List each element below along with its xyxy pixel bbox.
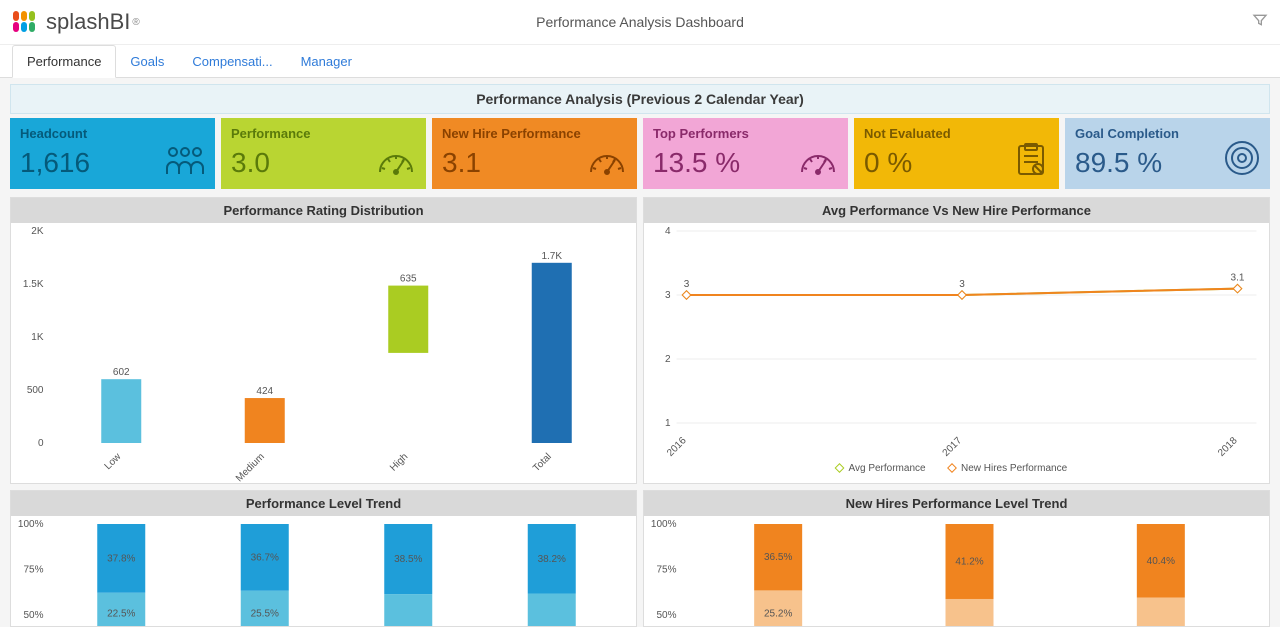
svg-text:75%: 75% [656, 565, 676, 576]
svg-text:1: 1 [665, 418, 671, 429]
svg-text:41.2%: 41.2% [955, 556, 983, 567]
chart-perf-trend: Performance Level Trend 100% 75% 50% 37.8% 2… [10, 490, 637, 627]
kpi-not-evaluated[interactable]: Not Evaluated 0 % [854, 118, 1059, 189]
brand-logo-icon [12, 11, 42, 33]
svg-text:0: 0 [38, 438, 44, 449]
svg-text:Avg Performance: Avg Performance [849, 463, 927, 474]
stacked-chart-svg: 100% 75% 50% 37.8% 22.5% 36.7% 25.5% 38.5% 38.2% [11, 516, 636, 626]
kpi-label: Not Evaluated [864, 126, 1049, 141]
gauge-icon [374, 144, 418, 183]
registered-mark: ® [132, 17, 139, 28]
stacked-chart-svg: 100% 75% 50% 36.5% 25.2% 41.2% 40.4% [644, 516, 1269, 626]
svg-text:100%: 100% [651, 519, 677, 530]
tab-performance[interactable]: Performance [12, 45, 116, 78]
gauge-icon [585, 144, 629, 183]
topbar: splashBI ® Performance Analysis Dashboar… [0, 0, 1280, 44]
svg-text:38.5%: 38.5% [394, 554, 422, 565]
kpi-new-hire-performance[interactable]: New Hire Performance 3.1 [432, 118, 637, 189]
svg-text:1.5K: 1.5K [23, 279, 44, 290]
svg-text:50%: 50% [656, 610, 676, 621]
chart-newhire-trend: New Hires Performance Level Trend 100% 75… [643, 490, 1270, 627]
svg-text:2: 2 [665, 354, 671, 365]
svg-text:40.4%: 40.4% [1147, 556, 1175, 567]
section-title: Performance Analysis (Previous 2 Calenda… [10, 84, 1270, 114]
kpi-goal-completion[interactable]: Goal Completion 89.5 % [1065, 118, 1270, 189]
svg-text:2K: 2K [31, 226, 44, 237]
kpi-label: New Hire Performance [442, 126, 627, 141]
kpi-label: Performance [231, 126, 416, 141]
svg-text:New Hires Performance: New Hires Performance [961, 463, 1068, 474]
filter-icon[interactable] [1252, 12, 1268, 33]
svg-text:Total: Total [531, 451, 554, 474]
tab-goals[interactable]: Goals [116, 46, 178, 77]
svg-text:36.7%: 36.7% [251, 552, 279, 563]
svg-text:36.5%: 36.5% [764, 552, 792, 563]
svg-text:2016: 2016 [665, 435, 689, 459]
svg-text:3.1: 3.1 [1231, 273, 1245, 284]
kpi-row: Headcount 1,616 Performance 3.0 New Hire… [0, 118, 1280, 197]
people-icon [163, 144, 207, 183]
svg-text:3: 3 [684, 279, 690, 290]
chart-rating-distribution: Performance Rating Distribution 0 500 1K 1.… [10, 197, 637, 484]
chart-title: Performance Level Trend [11, 491, 636, 516]
svg-text:500: 500 [27, 385, 44, 396]
target-icon [1222, 138, 1262, 183]
svg-text:38.2%: 38.2% [538, 554, 566, 565]
bar-chart-svg: 0 500 1K 1.5K 2K 602 Low 424 Medium 635 High 1.7K To… [11, 223, 636, 483]
brand-logo: splashBI ® [12, 9, 140, 35]
chart-title: Performance Rating Distribution [11, 198, 636, 223]
svg-text:635: 635 [400, 274, 417, 285]
chart-title: Avg Performance Vs New Hire Performance [644, 198, 1269, 223]
kpi-top-performers[interactable]: Top Performers 13.5 % [643, 118, 848, 189]
svg-text:Low: Low [103, 451, 124, 472]
svg-text:Medium: Medium [234, 451, 267, 483]
svg-text:22.5%: 22.5% [107, 608, 135, 619]
kpi-label: Headcount [20, 126, 205, 141]
svg-text:2017: 2017 [941, 435, 965, 459]
tabs: PerformanceGoalsCompensati...Manager [0, 44, 1280, 78]
svg-text:1K: 1K [31, 332, 44, 343]
svg-text:50%: 50% [23, 610, 43, 621]
svg-text:3: 3 [959, 279, 965, 290]
svg-text:3: 3 [665, 290, 671, 301]
svg-text:4: 4 [665, 226, 671, 237]
chart-title: New Hires Performance Level Trend [644, 491, 1269, 516]
svg-text:75%: 75% [23, 565, 43, 576]
kpi-performance[interactable]: Performance 3.0 [221, 118, 426, 189]
tab-compensati-[interactable]: Compensati... [178, 46, 286, 77]
svg-text:2018: 2018 [1216, 435, 1240, 459]
svg-text:1.7K: 1.7K [541, 251, 562, 262]
svg-text:602: 602 [113, 367, 130, 378]
kpi-headcount[interactable]: Headcount 1,616 [10, 118, 215, 189]
clipboard-icon [1011, 142, 1051, 183]
line-chart-svg: 1 2 3 4 2016 2017 2018 3 3 3.1 Avg Performance New … [644, 223, 1269, 483]
svg-text:25.2%: 25.2% [764, 608, 792, 619]
chart-avg-vs-newhire: Avg Performance Vs New Hire Performance … [643, 197, 1270, 484]
tab-manager[interactable]: Manager [287, 46, 366, 77]
brand-name: splashBI [46, 9, 130, 35]
svg-text:424: 424 [256, 386, 273, 397]
gauge-icon [796, 144, 840, 183]
svg-text:100%: 100% [18, 519, 44, 530]
page-title: Performance Analysis Dashboard [536, 14, 744, 30]
kpi-label: Top Performers [653, 126, 838, 141]
svg-text:25.5%: 25.5% [251, 609, 279, 620]
svg-text:37.8%: 37.8% [107, 553, 135, 564]
svg-text:High: High [388, 451, 410, 473]
